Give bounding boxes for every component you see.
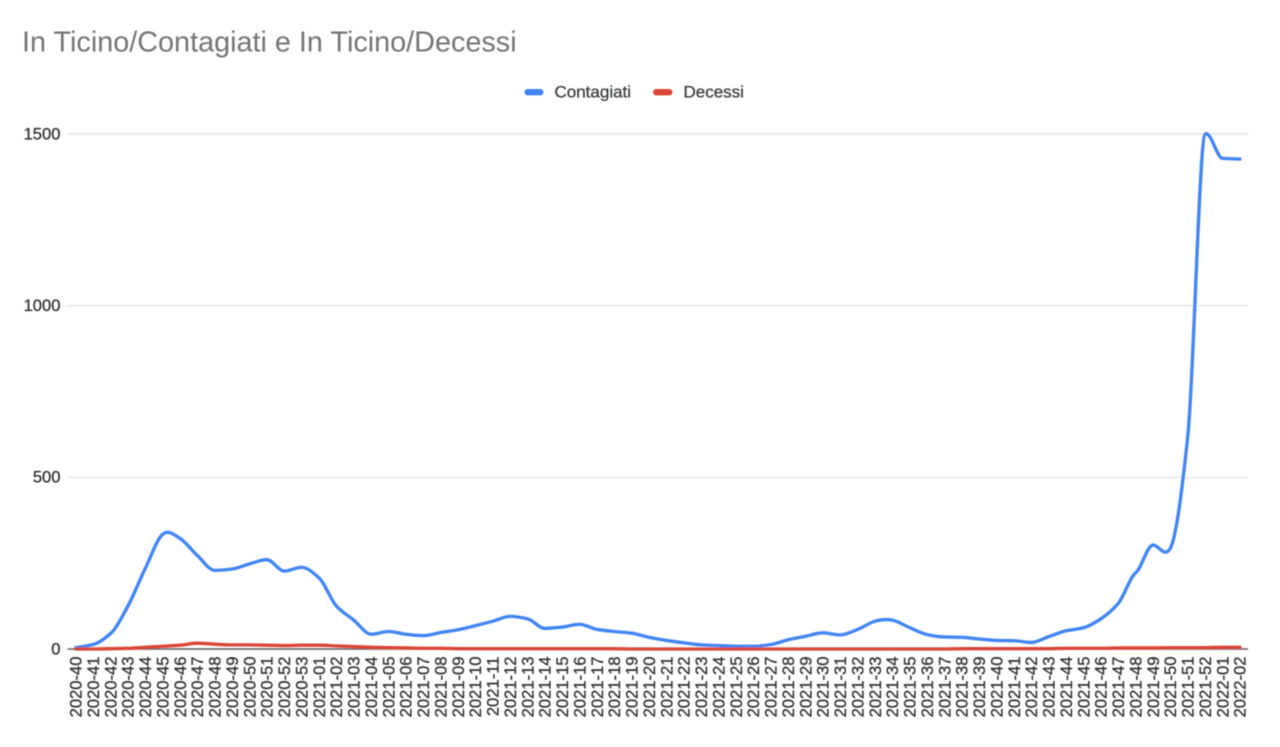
svg-text:2021-18: 2021-18	[605, 657, 624, 718]
svg-text:2021-26: 2021-26	[744, 657, 763, 718]
svg-text:In Ticino/Contagiati e In Tici: In Ticino/Contagiati e In Ticino/Decessi	[22, 27, 517, 59]
svg-text:2020-41: 2020-41	[84, 657, 103, 718]
svg-text:1500: 1500	[24, 124, 61, 143]
svg-text:2020-46: 2020-46	[171, 657, 190, 718]
svg-text:2021-16: 2021-16	[570, 657, 589, 718]
svg-text:2021-41: 2021-41	[1005, 657, 1024, 718]
svg-text:2021-29: 2021-29	[796, 657, 815, 718]
svg-text:2021-45: 2021-45	[1074, 657, 1093, 718]
svg-text:Decessi: Decessi	[684, 83, 744, 102]
svg-text:2020-43: 2020-43	[119, 657, 138, 718]
svg-text:2021-24: 2021-24	[709, 657, 728, 718]
svg-text:2021-38: 2021-38	[953, 657, 972, 718]
svg-text:2021-49: 2021-49	[1144, 657, 1163, 718]
svg-text:2021-14: 2021-14	[536, 657, 555, 718]
svg-text:1000: 1000	[24, 296, 61, 315]
svg-text:2021-48: 2021-48	[1126, 657, 1145, 718]
svg-text:2020-47: 2020-47	[188, 657, 207, 718]
svg-text:2021-43: 2021-43	[1040, 657, 1059, 718]
svg-text:2021-09: 2021-09	[449, 657, 468, 718]
svg-text:2021-35: 2021-35	[901, 657, 920, 718]
svg-text:2020-53: 2020-53	[292, 657, 311, 718]
svg-text:2021-17: 2021-17	[588, 657, 607, 718]
svg-text:2021-33: 2021-33	[866, 657, 885, 718]
svg-text:2021-01: 2021-01	[310, 657, 329, 718]
svg-text:2020-52: 2020-52	[275, 657, 294, 718]
svg-text:2021-40: 2021-40	[987, 656, 1006, 717]
svg-text:2021-37: 2021-37	[935, 657, 954, 718]
svg-text:2021-04: 2021-04	[362, 657, 381, 718]
svg-text:2020-49: 2020-49	[223, 657, 242, 718]
svg-text:2020-44: 2020-44	[136, 657, 155, 718]
svg-text:2021-21: 2021-21	[657, 657, 676, 718]
svg-text:2020-51: 2020-51	[258, 657, 277, 718]
svg-text:2021-36: 2021-36	[918, 657, 937, 718]
svg-text:2021-22: 2021-22	[675, 657, 694, 718]
svg-text:2020-42: 2020-42	[101, 657, 120, 718]
svg-text:2021-39: 2021-39	[970, 657, 989, 718]
svg-text:Contagiati: Contagiati	[555, 83, 632, 102]
svg-text:2021-03: 2021-03	[345, 657, 364, 718]
svg-text:2021-47: 2021-47	[1109, 657, 1128, 718]
svg-text:2020-50: 2020-50	[240, 657, 259, 718]
svg-text:2021-20: 2021-20	[640, 657, 659, 718]
svg-text:2021-02: 2021-02	[327, 657, 346, 718]
svg-text:2021-07: 2021-07	[414, 657, 433, 718]
svg-text:2021-27: 2021-27	[762, 657, 781, 718]
svg-text:2021-34: 2021-34	[883, 657, 902, 718]
svg-text:2021-06: 2021-06	[397, 657, 416, 718]
svg-text:2021-42: 2021-42	[1022, 657, 1041, 718]
svg-text:2020-48: 2020-48	[206, 657, 225, 718]
svg-text:2021-30: 2021-30	[814, 657, 833, 718]
svg-text:2021-46: 2021-46	[1092, 657, 1111, 718]
svg-text:2021-32: 2021-32	[848, 657, 867, 718]
svg-text:2021-52: 2021-52	[1196, 657, 1215, 718]
svg-text:2021-23: 2021-23	[692, 657, 711, 718]
svg-text:2021-12: 2021-12	[501, 657, 520, 718]
svg-text:500: 500	[33, 468, 61, 487]
svg-text:2021-51: 2021-51	[1179, 657, 1198, 718]
svg-text:2021-28: 2021-28	[779, 657, 798, 718]
svg-text:2021-44: 2021-44	[1057, 657, 1076, 718]
svg-text:0: 0	[51, 639, 60, 658]
svg-text:2022-02: 2022-02	[1231, 657, 1250, 718]
svg-text:2021-19: 2021-19	[623, 657, 642, 718]
svg-text:2021-10: 2021-10	[466, 657, 485, 718]
svg-text:2021-13: 2021-13	[518, 657, 537, 718]
svg-text:2021-05: 2021-05	[379, 657, 398, 718]
svg-text:2020-45: 2020-45	[153, 657, 172, 718]
svg-text:2021-11: 2021-11	[484, 657, 503, 717]
svg-text:2021-25: 2021-25	[727, 657, 746, 718]
svg-text:2022-01: 2022-01	[1213, 657, 1232, 718]
svg-text:2021-15: 2021-15	[553, 657, 572, 718]
svg-text:2020-40: 2020-40	[67, 657, 86, 718]
svg-text:2021-08: 2021-08	[431, 657, 450, 718]
svg-text:2021-31: 2021-31	[831, 657, 850, 718]
svg-text:2021-50: 2021-50	[1161, 657, 1180, 718]
